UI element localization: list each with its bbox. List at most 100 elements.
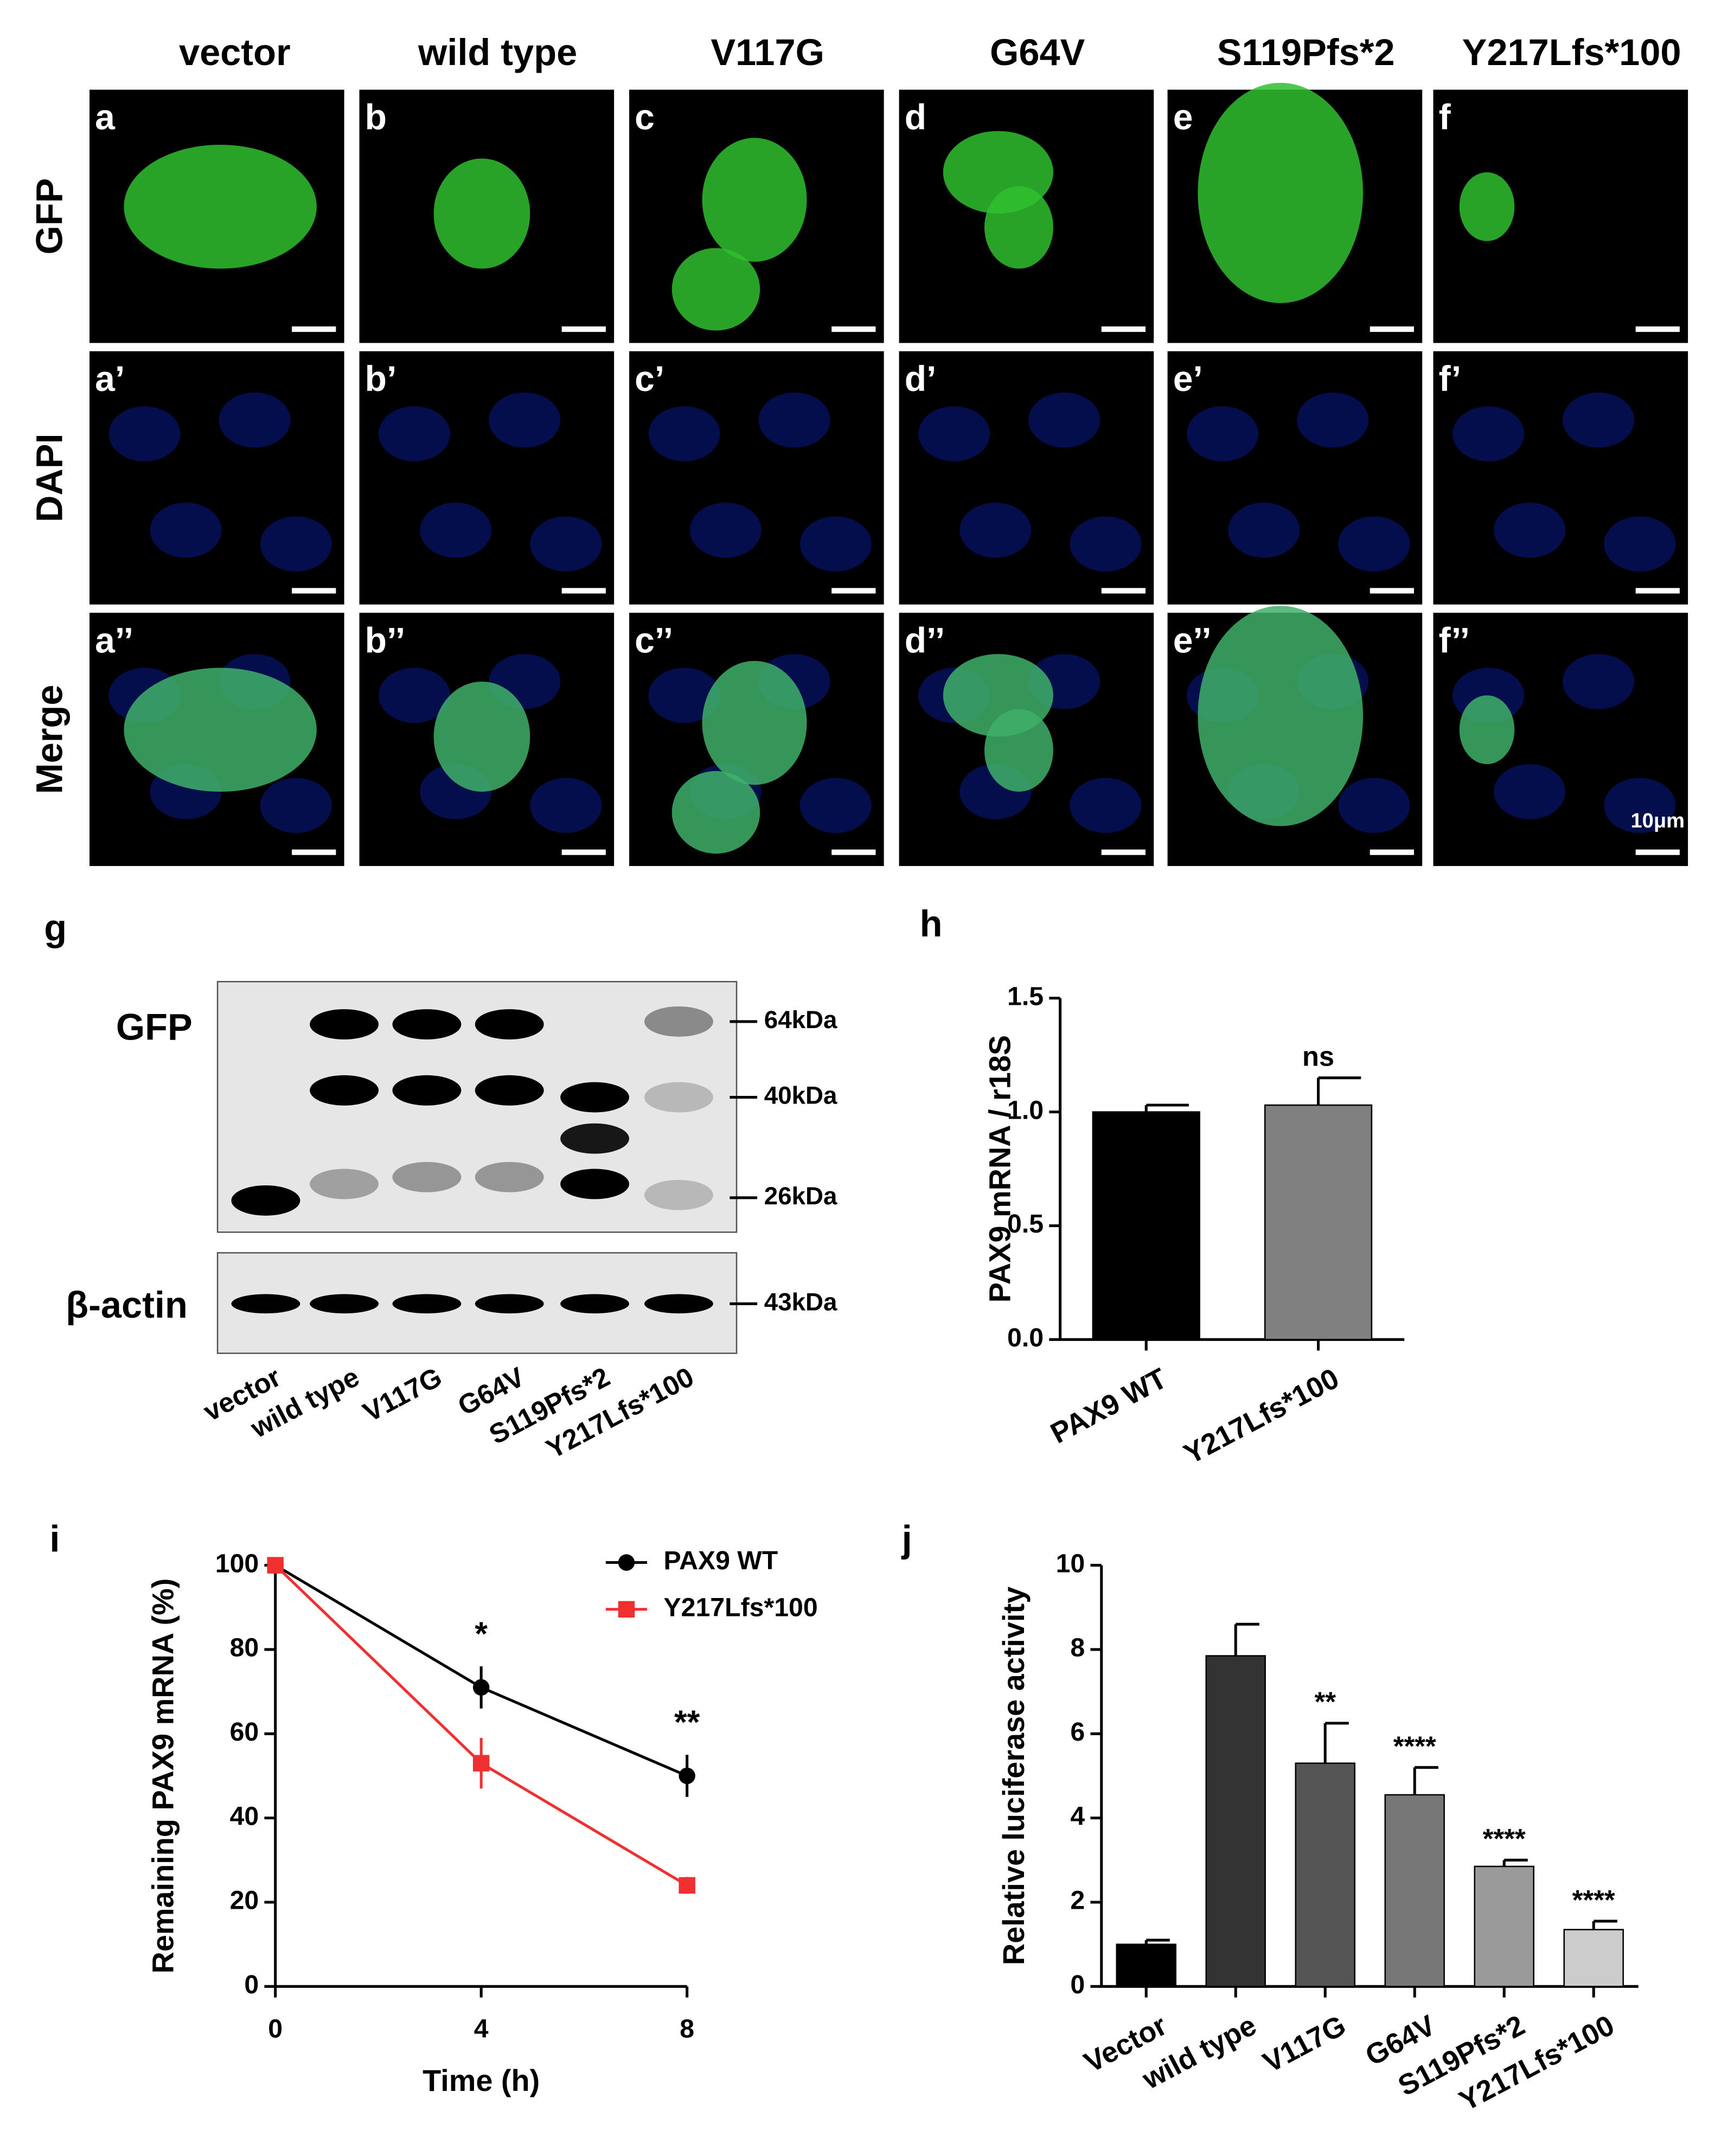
lane-label: V117G (358, 1361, 447, 1428)
band (475, 1162, 544, 1192)
nucleus-dapi (1028, 392, 1101, 448)
panel-label: d’’ (905, 620, 945, 660)
nucleus-dapi (1070, 778, 1142, 833)
significance: ns (1302, 1041, 1334, 1072)
band (560, 1294, 630, 1314)
nucleus-dapi (758, 392, 830, 448)
cell-gfp (984, 709, 1053, 792)
y-tick-label: 4 (1070, 1801, 1085, 1831)
nucleus-dapi (799, 516, 872, 572)
significance: **** (1572, 1884, 1615, 1915)
bar (1264, 1104, 1373, 1340)
scale-bar-label: 10μm (1630, 810, 1684, 832)
x-axis-label: Time (h) (423, 2063, 540, 2097)
row-label: DAPI (29, 433, 71, 522)
panel-label: b’ (365, 358, 397, 399)
cell-gfp (671, 248, 760, 331)
panel-label: b (365, 97, 387, 137)
column-header: vector (179, 31, 291, 73)
cell-gfp (702, 138, 807, 262)
significance: ** (1314, 1686, 1336, 1717)
panel-label: e’’ (1173, 620, 1212, 660)
y-tick-label: 80 (230, 1633, 259, 1663)
y-axis-label: Relative luciferase activity (996, 1587, 1031, 1965)
point (267, 1557, 284, 1574)
column-header: V117G (711, 31, 824, 73)
band (392, 1075, 462, 1106)
panel-label: f’ (1439, 358, 1462, 399)
cell-gfp (124, 144, 317, 269)
nucleus-dapi (1338, 516, 1410, 572)
nucleus-dapi (379, 406, 451, 461)
nucleus-dapi (379, 668, 451, 723)
point (679, 1877, 695, 1894)
column-header: wild type (418, 31, 577, 73)
cell-gfp (702, 660, 807, 785)
column-header: S119Pfs*2 (1217, 31, 1395, 73)
y-tick-label: 8 (1070, 1633, 1085, 1663)
column-header: Y217Lfs*100 (1462, 31, 1681, 73)
band (231, 1185, 300, 1216)
bar (1474, 1865, 1534, 1987)
column-header: G64V (990, 31, 1085, 73)
y-tick-label: 10 (1056, 1549, 1085, 1578)
significance: * (475, 1615, 488, 1652)
cell-gfp (671, 771, 760, 854)
blot-label: β-actin (66, 1284, 188, 1326)
legend-marker (618, 1554, 635, 1571)
nucleus-dapi (648, 668, 720, 723)
x-tick-label: 0 (268, 2014, 283, 2043)
nucleus-dapi (1563, 654, 1635, 709)
y-axis-label: Remaining PAX9 mRNA (%) (145, 1578, 180, 1973)
blot-label: GFP (116, 1006, 193, 1048)
cell-gfp (984, 186, 1053, 269)
row-label: Merge (29, 685, 71, 794)
panel-label: h (920, 903, 943, 945)
x-tick-label: V117G (1258, 2009, 1351, 2079)
panel-label: d (905, 97, 926, 137)
nucleus-dapi (648, 406, 720, 461)
nucleus-dapi (260, 516, 332, 572)
panel-label: a’’ (95, 620, 133, 660)
legend-label: Y217Lfs*100 (664, 1593, 818, 1622)
bar (1205, 1655, 1266, 1987)
band (475, 1075, 544, 1106)
nucleus-dapi (1338, 778, 1410, 833)
nucleus-dapi (530, 516, 602, 572)
nucleus-dapi (1453, 406, 1525, 461)
nucleus-dapi (1604, 778, 1676, 833)
y-tick-label: 100 (215, 1549, 259, 1578)
x-tick-label: PAX9 WT (1046, 1362, 1172, 1449)
panel-label: a (95, 97, 116, 137)
panel-label: d’ (905, 358, 937, 399)
cell-gfp (433, 681, 530, 792)
significance: ** (674, 1703, 700, 1740)
marker-label: 43kDa (764, 1288, 837, 1316)
band (560, 1169, 630, 1199)
band (392, 1294, 462, 1314)
marker-label: 64kDa (764, 1006, 837, 1034)
nucleus-dapi (219, 392, 291, 448)
panel-label: e’ (1173, 358, 1203, 399)
cell-gfp (124, 668, 317, 792)
point (679, 1767, 695, 1785)
point (472, 1755, 490, 1772)
x-tick-label: 8 (680, 2014, 694, 2043)
cell-gfp (1198, 82, 1364, 303)
panel-label: f’’ (1439, 620, 1470, 660)
band (310, 1169, 379, 1199)
band (644, 1294, 713, 1314)
y-tick-label: 0.0 (1007, 1323, 1044, 1352)
nucleus-dapi (1187, 406, 1259, 461)
nucleus-dapi (1604, 516, 1676, 572)
significance: **** (1483, 1823, 1526, 1854)
y-tick-label: 0.5 (1007, 1209, 1044, 1239)
x-tick-label: 4 (474, 2014, 489, 2043)
nucleus-dapi (1494, 502, 1566, 558)
nucleus-dapi (1297, 392, 1369, 448)
y-tick-label: 40 (230, 1801, 259, 1831)
band (644, 1082, 713, 1113)
nucleus-dapi (420, 502, 492, 558)
bar (1295, 1762, 1355, 1987)
